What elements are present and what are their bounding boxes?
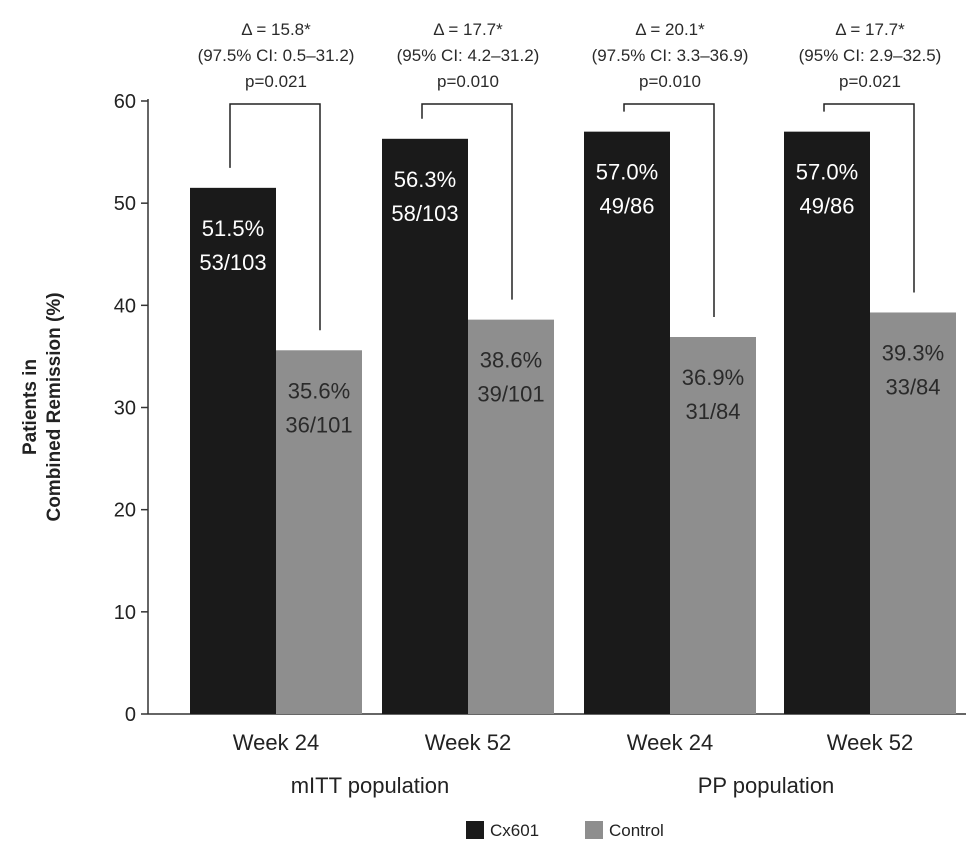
legend-cx601-swatch [466,821,484,839]
bar-cx601-count-label: 49/86 [599,194,654,219]
bar-cx601-count-label: 53/103 [199,250,266,275]
y-tick-label: 30 [114,398,136,420]
x-tick-label: Week 52 [425,730,511,755]
bar-control [468,319,554,714]
bar-cx601-percent-label: 57.0% [796,160,858,185]
y-tick-label: 20 [114,500,136,522]
bar-control-count-label: 31/84 [685,399,740,424]
bar-control-percent-label: 38.6% [480,348,542,373]
y-axis-title-line: Combined Remission (%) [44,292,65,521]
significance-bracket [823,103,915,293]
annotation-ci: (95% CI: 4.2–31.2) [397,46,540,65]
annotation-ci: (95% CI: 2.9–32.5) [799,46,942,65]
significance-bracket [623,103,715,318]
annotation-p-value: p=0.021 [245,72,307,91]
bar-control-percent-label: 36.9% [682,365,744,390]
group-label: PP population [698,773,835,798]
bar-control-count-label: 36/101 [285,412,352,437]
bar-cx601 [584,131,670,714]
annotation-ci: (97.5% CI: 0.5–31.2) [198,46,355,65]
annotation-p-value: p=0.021 [839,72,901,91]
bar-cx601 [190,187,276,714]
bar-cx601 [382,138,468,715]
annotation-delta: Δ = 15.8* [241,20,311,39]
bar-control [670,337,756,714]
x-tick-label: Week 52 [827,730,913,755]
bar-control-percent-label: 39.3% [882,340,944,365]
bar-control-count-label: 33/84 [885,374,940,399]
y-axis-title: Patients in Combined Remission (%) [20,292,65,521]
annotation-ci: (97.5% CI: 3.3–36.9) [592,46,749,65]
y-tick-label: 60 [114,91,136,113]
x-tick-label: Week 24 [627,730,713,755]
legend-cx601-label: Cx601 [490,821,539,840]
y-tick-label: 10 [114,602,136,624]
bar-cx601-percent-label: 56.3% [394,167,456,192]
group-label: mITT population [291,773,450,798]
bar-cx601-percent-label: 51.5% [202,216,264,241]
x-tick-label: Week 24 [233,730,319,755]
annotation-delta: Δ = 17.7* [835,20,905,39]
bar-control [276,350,362,714]
annotation-p-value: p=0.010 [639,72,701,91]
bar-cx601-count-label: 58/103 [391,201,458,226]
legend-control-swatch [585,821,603,839]
bar-cx601 [784,131,870,714]
annotation-delta: Δ = 17.7* [433,20,503,39]
significance-bracket [421,103,513,300]
y-tick-label: 40 [114,295,136,317]
annotation-delta: Δ = 20.1* [635,20,705,39]
bar-cx601-count-label: 49/86 [799,194,854,219]
bar-control-percent-label: 35.6% [288,378,350,403]
bar-control-count-label: 39/101 [477,382,544,407]
y-tick-label: 50 [114,193,136,215]
bar-cx601-percent-label: 57.0% [596,160,658,185]
significance-bracket [229,103,321,331]
bar-control [870,312,956,714]
y-tick-label: 0 [125,704,136,726]
legend-control-label: Control [609,821,664,840]
annotation-p-value: p=0.010 [437,72,499,91]
y-axis-title-line: Patients in [20,359,41,455]
